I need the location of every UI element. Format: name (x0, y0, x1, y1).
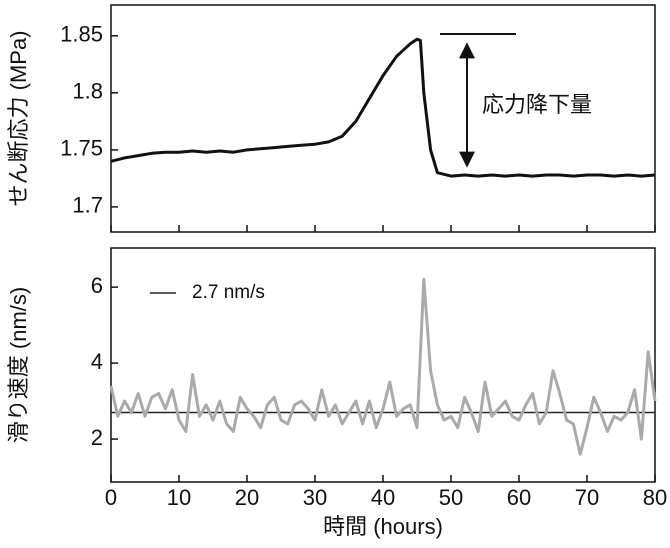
data-line (110, 37, 656, 178)
x-tick-label: 20 (235, 485, 259, 510)
annotation: 応力降下量 (482, 92, 592, 117)
y-tick-label: 1.7 (72, 193, 103, 218)
y-axis-label: せん断応力 (MPa) (6, 30, 31, 206)
x-tick-label: 30 (303, 485, 327, 510)
y-tick-label: 1.8 (72, 79, 103, 104)
x-tick-label: 10 (167, 485, 191, 510)
y-axis-label: 滑り速度 (nm/s) (6, 287, 31, 443)
plot-frame (110, 4, 656, 233)
x-tick-label: 0 (105, 485, 117, 510)
y-tick-label: 1.75 (60, 136, 103, 161)
y-tick-label: 2 (91, 425, 103, 450)
y-tick-label: 6 (91, 273, 103, 298)
data-line (109, 278, 657, 456)
x-tick-label: 50 (439, 485, 463, 510)
x-axis-label: 時間 (hours) (323, 514, 443, 539)
y-tick-label: 1.85 (60, 22, 103, 47)
legend-label: 2.7 nm/s (192, 282, 265, 303)
x-tick-label: 80 (643, 485, 667, 510)
x-tick-label: 60 (507, 485, 531, 510)
x-tick-label: 70 (575, 485, 599, 510)
x-tick-label: 40 (371, 485, 395, 510)
y-tick-label: 4 (91, 349, 103, 374)
